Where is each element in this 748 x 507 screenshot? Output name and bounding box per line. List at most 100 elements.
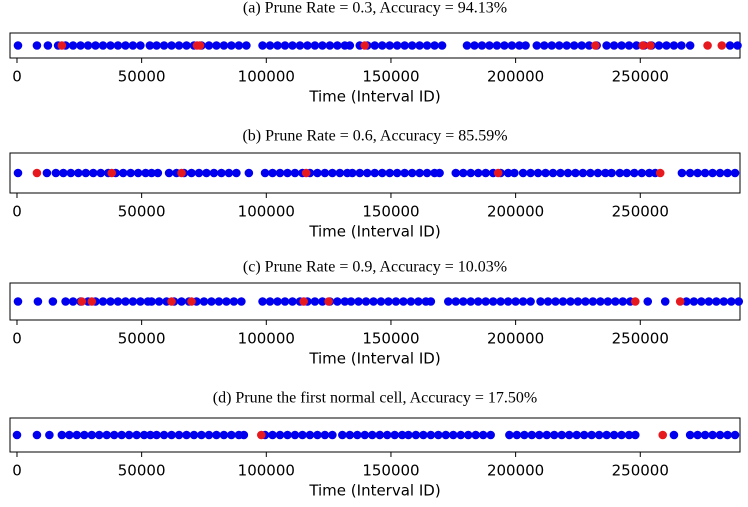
point	[72, 430, 82, 440]
chart-title: (b) Prune Rate = 0.6, Accuracy = 85.59%	[242, 128, 507, 145]
point	[33, 297, 43, 306]
x-tick-label: 250000	[612, 203, 669, 221]
point	[195, 41, 205, 50]
point	[102, 430, 112, 440]
point	[685, 430, 695, 440]
point	[136, 41, 145, 50]
point	[57, 430, 67, 440]
point	[209, 168, 219, 178]
point	[622, 168, 632, 178]
point	[485, 41, 494, 50]
point	[643, 297, 653, 306]
point	[609, 430, 619, 440]
x-tick-label: 250000	[612, 68, 669, 86]
x-tick-label: 150000	[362, 203, 419, 221]
point	[518, 297, 528, 306]
x-tick-label: 250000	[612, 330, 669, 348]
point	[159, 430, 169, 440]
point	[204, 430, 214, 440]
point	[355, 168, 365, 178]
point	[98, 41, 108, 50]
point	[404, 430, 413, 440]
point	[607, 168, 616, 178]
point	[441, 430, 451, 440]
x-tick-label: 250000	[612, 462, 669, 480]
point	[121, 41, 130, 50]
x-tick-label: 50000	[118, 330, 166, 348]
point	[521, 41, 530, 50]
point	[551, 297, 560, 306]
point	[503, 168, 513, 178]
point	[159, 41, 169, 50]
point	[106, 41, 115, 50]
point	[391, 297, 401, 306]
point	[547, 41, 557, 50]
point	[328, 168, 337, 178]
point	[301, 168, 311, 178]
point	[434, 430, 443, 440]
point	[182, 41, 191, 50]
point	[677, 168, 687, 178]
point	[719, 297, 729, 306]
point	[290, 430, 300, 440]
point	[615, 168, 625, 178]
point	[443, 297, 453, 306]
point	[109, 430, 119, 440]
x-tick-label: 50000	[118, 462, 166, 480]
point	[577, 41, 586, 50]
point	[411, 430, 421, 440]
point	[187, 297, 196, 306]
point	[91, 41, 100, 50]
x-tick-label: 200000	[487, 462, 544, 480]
point	[147, 297, 156, 306]
point	[141, 168, 150, 178]
point	[361, 297, 371, 306]
point	[167, 430, 176, 440]
point	[644, 168, 654, 178]
point	[660, 297, 670, 306]
point	[541, 168, 550, 178]
point	[658, 430, 668, 440]
point	[335, 168, 345, 178]
point	[376, 297, 386, 306]
point	[338, 430, 347, 440]
point	[407, 41, 417, 50]
point	[426, 430, 436, 440]
point	[202, 168, 211, 178]
x-axis-label: Time (Interval ID)	[308, 223, 440, 241]
x-tick-label: 200000	[487, 68, 544, 86]
point	[573, 297, 583, 306]
point	[313, 168, 322, 178]
point	[624, 430, 634, 440]
point	[400, 168, 409, 178]
point	[602, 41, 611, 50]
chart-title: (c) Prune Rate = 0.9, Accuracy = 10.03%	[243, 259, 507, 276]
point	[407, 168, 417, 178]
point	[126, 168, 135, 178]
point	[693, 168, 702, 178]
point	[435, 168, 444, 178]
point	[723, 430, 732, 440]
point	[638, 41, 648, 50]
point	[51, 168, 61, 178]
point	[566, 297, 575, 306]
point	[534, 430, 544, 440]
point	[572, 430, 581, 440]
point	[362, 168, 372, 178]
point	[488, 297, 498, 306]
point	[325, 41, 335, 50]
point	[556, 168, 565, 178]
point	[340, 297, 350, 306]
x-tick-label: 150000	[362, 68, 419, 86]
point	[145, 41, 155, 50]
point	[290, 168, 300, 178]
point	[451, 297, 461, 306]
point	[730, 430, 740, 440]
point	[617, 430, 626, 440]
point	[98, 297, 108, 306]
point	[708, 430, 717, 440]
point	[473, 168, 483, 178]
point	[697, 297, 706, 306]
point	[500, 41, 509, 50]
